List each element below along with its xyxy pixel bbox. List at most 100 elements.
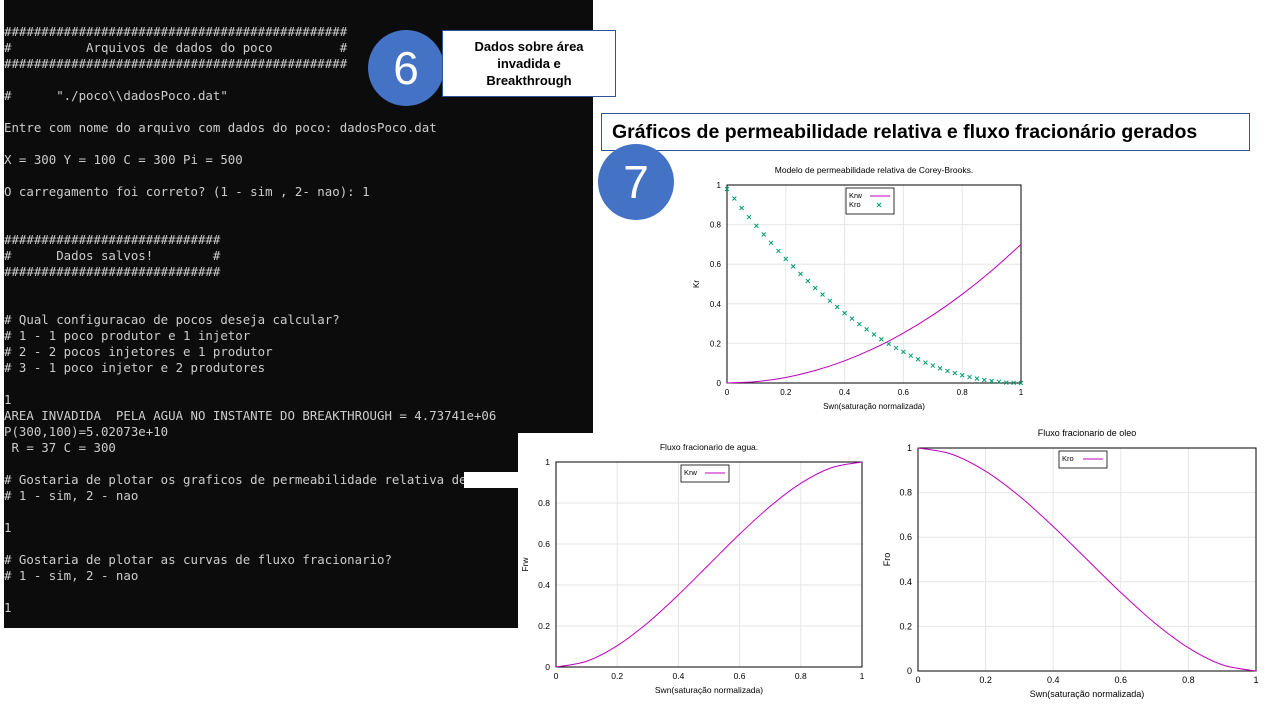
y-tick-label: 1 xyxy=(907,443,912,453)
step-7-number: 7 xyxy=(623,156,649,208)
y-tick-label: 0 xyxy=(717,379,722,388)
terminal-line xyxy=(4,136,541,152)
data-point xyxy=(967,374,972,380)
terminal-line: 1 xyxy=(4,392,12,407)
terminal-window[interactable]: ############################# ###########… xyxy=(4,0,593,628)
terminal-line: 1 xyxy=(4,520,12,535)
terminal-line: P(300,100)=5.02073e+10 xyxy=(4,424,169,439)
terminal-line: # Arquivos de dados do poco # xyxy=(4,40,348,55)
x-tick-label: 0.4 xyxy=(839,388,851,397)
terminal-line xyxy=(4,504,541,520)
y-tick-label: 0.4 xyxy=(899,577,912,587)
data-point xyxy=(768,240,774,246)
legend-label: Krw xyxy=(849,191,863,200)
y-tick-label: 0.6 xyxy=(899,532,912,542)
x-tick-label: 1 xyxy=(1019,388,1024,397)
x-tick-label: 0 xyxy=(725,388,730,397)
oil-fractional-flow-plot: 0 0.2 0.4 0.6 0.8 1 0 0.2 0.4 0.6 0.8 1 Fluxo fracio… xyxy=(874,420,1266,710)
x-axis-label: Swn(saturação normalizada) xyxy=(823,402,925,411)
data-point xyxy=(754,223,759,229)
y-tick-label: 0 xyxy=(907,666,912,676)
data-point xyxy=(783,256,789,262)
terminal-line xyxy=(4,376,541,392)
data-point xyxy=(893,345,899,351)
data-point xyxy=(739,205,745,211)
y-axis-label: Kr xyxy=(692,280,701,288)
terminal-line xyxy=(4,200,541,216)
data-point xyxy=(959,372,965,378)
x-tick-label: 0.6 xyxy=(1115,675,1128,685)
chart-legend: Krw xyxy=(680,464,730,483)
x-tick-label: 0 xyxy=(554,671,559,681)
x-tick-label: 0 xyxy=(915,675,920,685)
data-point xyxy=(923,360,928,365)
terminal-line xyxy=(4,168,541,184)
data-point xyxy=(974,376,980,381)
data-point xyxy=(827,298,833,304)
y-tick-label: 0.2 xyxy=(538,621,550,631)
step-6-callout-text: Dados sobre área invadida e Breakthrough xyxy=(474,39,584,88)
terminal-line: # "./poco\\dadosPoco.dat" xyxy=(4,88,228,103)
data-point xyxy=(1003,380,1009,385)
data-point xyxy=(761,232,767,237)
data-point xyxy=(820,292,825,297)
data-point xyxy=(805,278,811,284)
data-point xyxy=(731,196,737,201)
series-kro-points xyxy=(724,186,1024,386)
terminal-line xyxy=(4,536,541,552)
terminal-line: Entre com nome do arquivo com dados do p… xyxy=(4,120,437,135)
x-tick-label: 0.6 xyxy=(734,671,746,681)
terminal-line: # 1 - 1 poco produtor e 1 injetor xyxy=(4,328,251,343)
chart-svg: 0 0.2 0.4 0.6 0.8 1 0 0.2 0.4 0.6 0.8 1 Fluxo fracio… xyxy=(882,428,1259,699)
x-tick-label: 1 xyxy=(860,671,865,681)
y-tick-label: 0.8 xyxy=(710,221,722,230)
terminal-line: O carregamento foi correto? (1 - sim , 2… xyxy=(4,184,370,199)
terminal-line xyxy=(4,280,541,296)
y-tick-label: 0.2 xyxy=(710,339,722,348)
plot-frame xyxy=(555,461,863,668)
data-point xyxy=(915,356,921,362)
terminal-line: # Qual configuracao de pocos deseja calc… xyxy=(4,312,340,327)
data-point xyxy=(746,214,752,220)
terminal-overflow-text xyxy=(464,472,520,488)
chart-title: Modelo de permeabilidade relativa de Cor… xyxy=(775,165,973,175)
terminal-line: # 3 - 1 poco injetor e 2 produtores xyxy=(4,360,266,375)
y-tick-label: 0.8 xyxy=(899,488,912,498)
data-point xyxy=(834,304,840,310)
terminal-line: 1 xyxy=(4,600,12,615)
terminal-line xyxy=(4,104,541,120)
step-6-number: 6 xyxy=(393,42,419,94)
terminal-output: ############################# ###########… xyxy=(4,24,541,616)
data-point xyxy=(856,321,862,327)
y-tick-label: 1 xyxy=(717,181,722,190)
terminal-line xyxy=(4,584,541,600)
terminal-line: R = 37 C = 300 xyxy=(4,440,116,455)
data-point xyxy=(901,349,906,355)
chart-legend: Kro xyxy=(1058,450,1108,469)
data-point xyxy=(878,336,884,342)
data-point xyxy=(1018,380,1024,386)
x-tick-label: 0.2 xyxy=(979,675,992,685)
x-tick-label: 0.8 xyxy=(1182,675,1195,685)
x-axis-label: Swn(saturação normalizada) xyxy=(655,685,763,695)
step-7-badge: 7 xyxy=(598,144,674,220)
chart-title: Fluxo fracionario de oleo xyxy=(1038,428,1137,438)
series-krw-line xyxy=(726,244,1022,384)
y-tick-label: 0.2 xyxy=(899,621,912,631)
x-tick-label: 0.4 xyxy=(1047,675,1060,685)
y-tick-label: 0.8 xyxy=(538,498,550,508)
terminal-line: ############################# xyxy=(4,264,221,279)
x-tick-label: 0.2 xyxy=(611,671,623,681)
terminal-line: ########################################… xyxy=(4,24,348,39)
legend-marker xyxy=(876,202,882,208)
x-tick-label: 0.4 xyxy=(672,671,684,681)
data-point xyxy=(849,316,855,322)
chart-svg: 0 0.2 0.4 0.6 0.8 1 0 0.2 0.4 0.6 0.8 1 Modelo de pe… xyxy=(692,165,1024,411)
terminal-line: # 1 - sim, 2 - nao xyxy=(4,568,139,583)
data-point xyxy=(1011,380,1017,386)
terminal-line: ############################# xyxy=(4,232,221,247)
data-point xyxy=(908,353,914,359)
terminal-line: # Dados salvos! # xyxy=(4,248,221,263)
legend-label: Krw xyxy=(684,468,698,477)
